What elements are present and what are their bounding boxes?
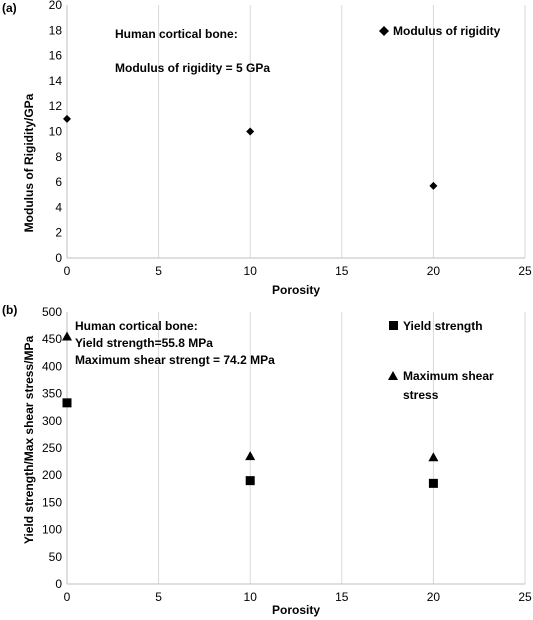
panel-b-x-tick-labels: 0 5 10 15 20 25 xyxy=(64,590,532,604)
panel-a-y-tick-label: 6 xyxy=(55,175,62,189)
panel-a-y-tick-label: 0 xyxy=(55,251,62,265)
panel-b-x-tick-label: 15 xyxy=(335,590,349,604)
data-point-triangle xyxy=(62,331,72,341)
data-point-diamond xyxy=(429,181,438,190)
data-point-diamond xyxy=(246,127,255,136)
panel-a-data-points xyxy=(63,114,438,190)
panel-a-x-tick-label: 0 xyxy=(64,264,71,278)
panel-a-y-tick-label: 14 xyxy=(49,74,63,88)
panel-a-x-tick-label: 5 xyxy=(155,264,162,278)
panel-b-annotation-shear: Maximum shear strengt = 74.2 MPa xyxy=(75,353,275,367)
panel-b-x-tick-label: 25 xyxy=(518,590,532,604)
panel-b-annotation-yield: Yield strength=55.8 MPa xyxy=(75,336,213,350)
panel-b-y-tick-label: 350 xyxy=(42,387,62,401)
legend-label-modulus: Modulus of rigidity xyxy=(393,24,501,38)
panel-a-legend: Modulus of rigidity xyxy=(379,24,501,38)
legend-square-marker xyxy=(389,321,398,330)
panel-a-x-tick-label: 15 xyxy=(335,264,349,278)
panel-b-y-tick-label: 500 xyxy=(42,305,62,319)
panel-a-annotation-value: Modulus of rigidity = 5 GPa xyxy=(115,61,270,75)
panel-a-y-axis-label: Modulus of Rigidity/GPa xyxy=(22,93,36,232)
panel-b-y-tick-label: 50 xyxy=(49,550,63,564)
panel-a-x-axis-label: Porosity xyxy=(272,283,320,297)
data-point-diamond xyxy=(63,114,71,123)
panel-a-y-tick-label: 2 xyxy=(55,226,62,240)
panel-a-y-tick-label: 20 xyxy=(49,0,63,12)
panel-b-y-tick-labels: 0 50 100 150 200 250 300 350 400 450 500 xyxy=(42,305,62,591)
panel-b-x-tick-label: 10 xyxy=(244,590,258,604)
panel-a-y-tick-label: 8 xyxy=(55,150,62,164)
data-point-square xyxy=(428,478,438,488)
panel-b: (b) 0 50 100 150 200 250 300 350 400 450 500 0 5 10 1… xyxy=(2,303,532,617)
panel-b-annotation-title: Human cortical bone: xyxy=(75,319,198,333)
legend-label-yield: Yield strength xyxy=(403,319,483,333)
panel-a-x-tick-label: 20 xyxy=(427,264,441,278)
legend-triangle-marker xyxy=(388,371,398,380)
panel-a-y-tick-label: 10 xyxy=(49,125,63,139)
panel-b-x-tick-label: 20 xyxy=(427,590,441,604)
panel-a: (a) 0 2 4 6 8 10 12 14 16 18 20 0 5 10 15 20 25 Porosit… xyxy=(2,0,532,297)
panel-b-y-tick-label: 0 xyxy=(55,577,62,591)
data-point-square xyxy=(62,398,72,408)
panel-a-gridlines xyxy=(158,5,526,258)
panel-a-y-tick-label: 4 xyxy=(55,200,62,214)
panel-a-label: (a) xyxy=(2,1,17,15)
legend-label-shear-line2: stress xyxy=(403,388,439,402)
panel-b-y-tick-label: 250 xyxy=(42,441,62,455)
panel-b-y-tick-label: 100 xyxy=(42,523,62,537)
panel-b-x-axis-label: Porosity xyxy=(272,603,320,617)
panel-b-y-tick-label: 200 xyxy=(42,468,62,482)
panel-b-legend: Yield strength Maximum shear stress xyxy=(388,319,494,402)
legend-diamond-marker xyxy=(379,26,389,36)
panel-a-y-tick-labels: 0 2 4 6 8 10 12 14 16 18 20 xyxy=(49,0,63,265)
panel-a-annotation-title: Human cortical bone: xyxy=(115,27,238,41)
panel-b-data-points xyxy=(62,331,439,488)
panel-a-x-tick-label: 25 xyxy=(518,264,532,278)
panel-b-y-tick-label: 300 xyxy=(42,414,62,428)
panel-b-y-axis-label: Yield strength/Max shear stress/MPa xyxy=(22,336,36,545)
panel-b-y-tick-label: 450 xyxy=(42,332,62,346)
panel-a-y-tick-label: 12 xyxy=(49,99,63,113)
data-point-triangle xyxy=(245,451,256,461)
panel-a-x-tick-labels: 0 5 10 15 20 25 xyxy=(64,264,532,278)
panel-b-gridlines xyxy=(158,312,526,584)
panel-a-y-tick-label: 16 xyxy=(49,49,63,63)
panel-a-x-tick-label: 10 xyxy=(244,264,258,278)
legend-label-shear-line1: Maximum shear xyxy=(403,369,494,383)
data-point-square xyxy=(245,476,255,486)
panel-b-y-tick-label: 150 xyxy=(42,495,62,509)
panel-b-x-tick-label: 0 xyxy=(64,590,71,604)
panel-b-label: (b) xyxy=(2,303,17,317)
panel-b-y-tick-label: 400 xyxy=(42,359,62,373)
panel-b-x-tick-label: 5 xyxy=(155,590,162,604)
panel-a-y-tick-label: 18 xyxy=(49,23,63,37)
data-point-triangle xyxy=(428,452,439,462)
